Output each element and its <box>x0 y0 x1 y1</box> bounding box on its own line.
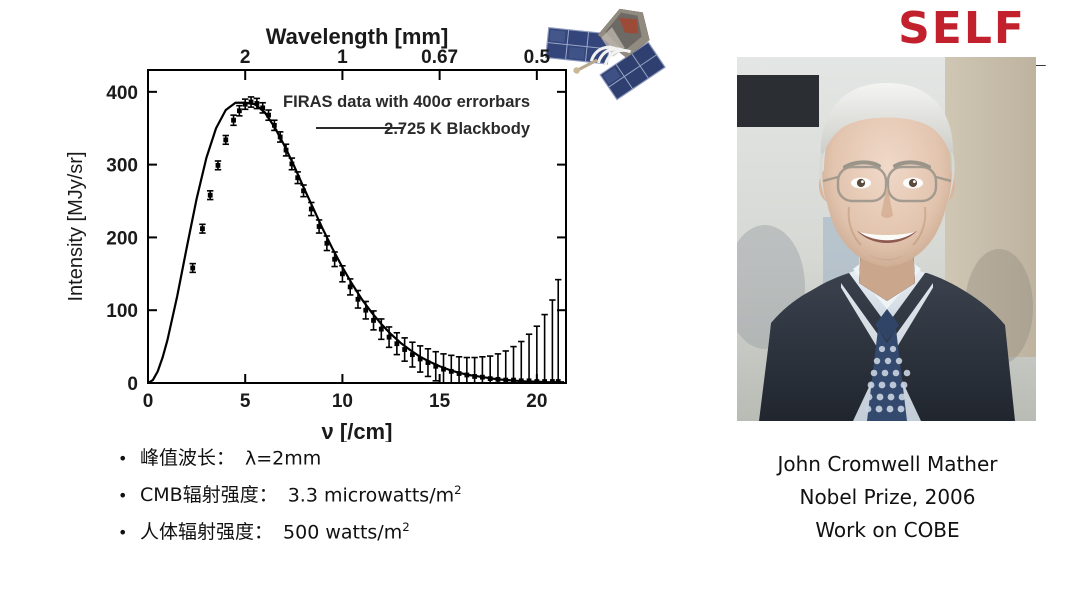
caption-line-work: Work on COBE <box>815 518 960 542</box>
bullet-value: λ=2mm <box>245 447 322 469</box>
self-logo-text: SELF <box>898 3 1026 54</box>
list-item: • CMB辐射强度： 3.3 microwatts/m2 <box>118 480 588 517</box>
blackbody-curve <box>147 101 565 384</box>
legend-label-firas: FIRAS data with 400σ errorbars <box>283 93 530 111</box>
list-item: • 峰值波长： λ=2mm <box>118 443 588 480</box>
x-tick-label: 20 <box>526 391 547 412</box>
top-axis-tick-label: 1 <box>337 47 348 68</box>
y-tick-label: 100 <box>106 301 138 322</box>
x-axis-label: ν [/cm] <box>322 419 393 442</box>
top-axis-tick-label: 0.5 <box>524 47 551 68</box>
y-tick-label: 200 <box>106 228 138 249</box>
y-tick-label: 0 <box>127 374 138 395</box>
bullet-label: 峰值波长： <box>140 447 236 469</box>
bullet-value: 3.3 microwatts/m2 <box>287 482 462 506</box>
y-tick-label: 400 <box>106 83 138 104</box>
portrait-caption: John Cromwell Mather Nobel Prize, 2006 W… <box>720 448 1055 547</box>
bullet-superscript: 2 <box>402 519 410 534</box>
bullet-label: 人体辐射强度： <box>140 521 274 543</box>
top-axis-tick-label: 0.67 <box>421 47 458 68</box>
bullet-dot-icon: • <box>118 486 128 505</box>
cmb-spectrum-chart: 0 5 10 15 20 0 100 200 300 400 2 1 0.67 0.5 Wavelength… <box>52 22 592 444</box>
john-mather-portrait <box>737 57 1036 421</box>
list-item: • 人体辐射强度： 500 watts/m2 <box>118 517 588 554</box>
bullet-label: CMB辐射强度： <box>140 484 278 506</box>
firas-data-series <box>189 96 562 384</box>
bullet-dot-icon: • <box>118 449 128 468</box>
bullet-dot-icon: • <box>118 523 128 542</box>
caption-line-name: John Cromwell Mather <box>777 452 998 476</box>
x-tick-label: 15 <box>429 391 451 412</box>
bullet-list: • 峰值波长： λ=2mm • CMB辐射强度： 3.3 microwatts/… <box>118 443 588 554</box>
y-axis-label: Intensity [MJy/sr] <box>65 151 87 301</box>
legend-label-blackbody: 2.725 K Blackbody <box>384 120 531 138</box>
x-tick-label: 10 <box>332 391 353 412</box>
x-tick-label: 5 <box>240 391 251 412</box>
bullet-value: 500 watts/m2 <box>283 519 410 543</box>
top-axis-tick-label: 2 <box>240 47 251 68</box>
x-tick-label: 0 <box>143 391 154 412</box>
cobe-satellite-image <box>545 2 675 112</box>
bullet-superscript: 2 <box>454 482 462 497</box>
plot-frame <box>147 69 567 384</box>
y-tick-label: 300 <box>106 156 138 177</box>
caption-line-prize: Nobel Prize, 2006 <box>799 485 976 509</box>
top-axis-label: Wavelength [mm] <box>266 24 449 49</box>
